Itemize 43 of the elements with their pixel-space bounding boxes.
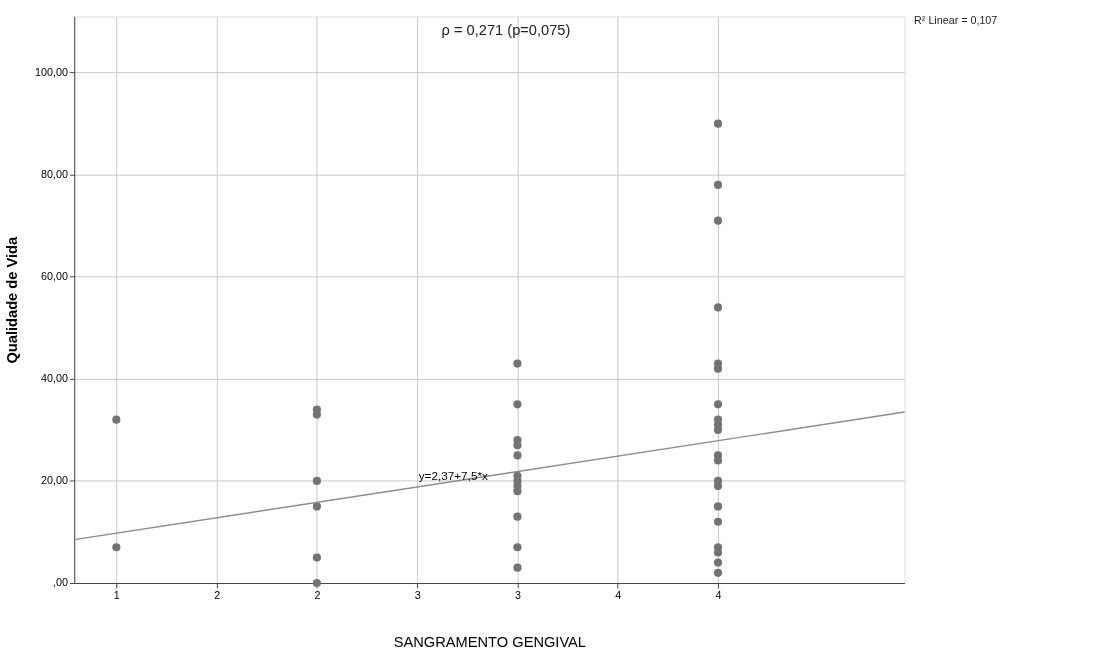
x-tick-label: 4 bbox=[615, 589, 622, 602]
point bbox=[713, 517, 723, 526]
x-axis-title: SANGRAMENTO GENGIVAL bbox=[393, 634, 586, 650]
y-tick-label: 40,00 bbox=[41, 372, 68, 385]
point bbox=[713, 180, 723, 189]
point bbox=[513, 563, 522, 572]
point bbox=[713, 548, 723, 557]
x-tick-label: 1 bbox=[113, 589, 120, 602]
point bbox=[713, 568, 723, 577]
point bbox=[713, 216, 723, 225]
x-tick-label: 4 bbox=[715, 589, 722, 602]
point bbox=[713, 303, 723, 312]
annotation: ρ = 0,271 (p=0,075) bbox=[441, 22, 571, 39]
point bbox=[112, 543, 121, 552]
x-tick-label: 2 bbox=[214, 589, 221, 602]
point bbox=[513, 451, 522, 460]
y-tick-label: 20,00 bbox=[41, 474, 68, 487]
point bbox=[713, 119, 723, 128]
point bbox=[713, 400, 723, 409]
y-tick-label: 80,00 bbox=[41, 168, 68, 181]
point bbox=[713, 502, 723, 511]
point bbox=[513, 441, 522, 450]
point bbox=[513, 543, 522, 552]
x-tick-label: 2 bbox=[314, 589, 321, 602]
point bbox=[312, 578, 321, 588]
text: R² Linear = 0,107 bbox=[914, 14, 998, 27]
x-tick-label: 3 bbox=[414, 589, 421, 602]
x-tick-label: 3 bbox=[514, 589, 521, 602]
point bbox=[513, 487, 522, 496]
y-tick-label: 100,00 bbox=[35, 66, 68, 79]
annotation: y=2,37+7,5*x bbox=[418, 468, 488, 482]
y-tick-label: 60,00 bbox=[41, 270, 68, 283]
point bbox=[112, 415, 121, 424]
point bbox=[312, 502, 321, 511]
point bbox=[513, 400, 522, 409]
y-axis-title: Qualidade de Vida bbox=[4, 236, 21, 364]
point bbox=[713, 558, 723, 567]
point bbox=[312, 476, 321, 486]
point bbox=[513, 512, 522, 521]
y-tick-label: ,00 bbox=[52, 576, 68, 589]
point bbox=[513, 359, 522, 368]
point bbox=[312, 553, 321, 562]
point bbox=[312, 410, 321, 419]
